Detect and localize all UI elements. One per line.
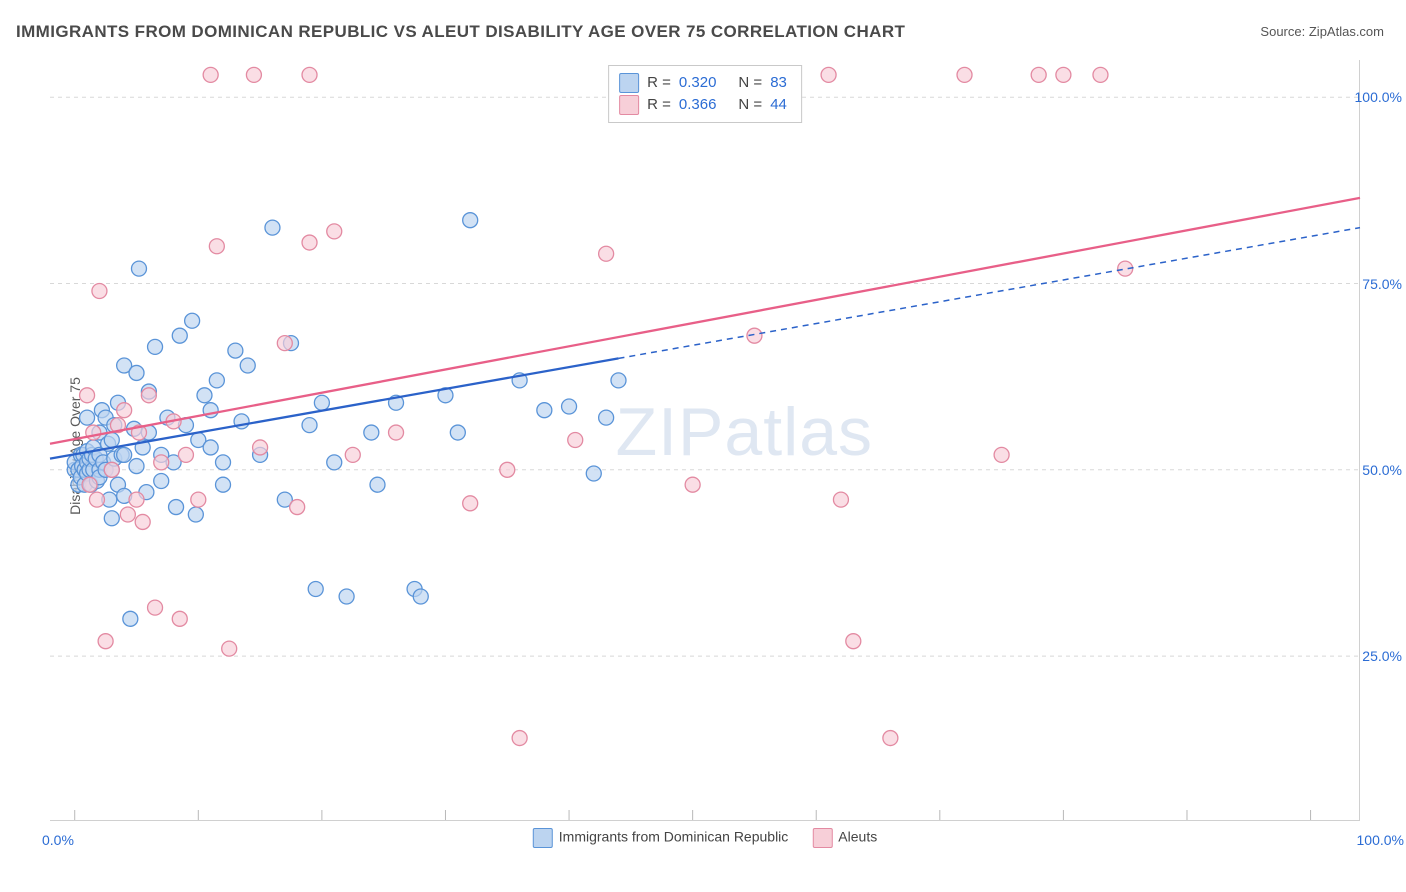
y-tick-label: 75.0% — [1362, 276, 1402, 292]
legend-n-value: 44 — [770, 94, 787, 116]
legend-row-blue: R = 0.320 N = 83 — [619, 72, 787, 94]
legend-r-value: 0.320 — [679, 72, 717, 94]
legend-swatch — [812, 828, 832, 848]
y-tick-label: 100.0% — [1355, 89, 1402, 105]
legend-swatch — [619, 73, 639, 93]
legend-n-value: 83 — [770, 72, 787, 94]
correlation-legend: R = 0.320 N = 83 R = 0.366 N = 44 — [608, 65, 802, 123]
source-attribution: Source: ZipAtlas.com — [1260, 24, 1384, 39]
source-link[interactable]: ZipAtlas.com — [1309, 24, 1384, 39]
source-label: Source: — [1260, 24, 1305, 39]
series-legend-item-blue: Immigrants from Dominican Republic — [533, 828, 789, 848]
chart-plot-area: ZIPatlas R =0.320N =83R =0.366N =44 25.0… — [50, 60, 1360, 821]
legend-r-label: R = — [647, 72, 671, 94]
legend-swatch — [533, 828, 553, 848]
x-axis-max-label: 100.0% — [1357, 832, 1404, 848]
series-legend-item-pink: Aleuts — [812, 828, 877, 848]
y-tick-label: 25.0% — [1362, 648, 1402, 664]
legend-r-label: R = — [647, 94, 671, 116]
x-axis-min-label: 0.0% — [42, 832, 74, 848]
series-legend-label: Aleuts — [838, 829, 877, 845]
legend-row-pink: R = 0.366 N = 44 — [619, 94, 787, 116]
legend-r-value: 0.366 — [679, 94, 717, 116]
legend-swatch — [619, 95, 639, 115]
chart-title: IMMIGRANTS FROM DOMINICAN REPUBLIC VS AL… — [16, 22, 905, 42]
series-legend: Immigrants from Dominican Republic Aleuts — [533, 828, 877, 848]
scatter-svg — [50, 60, 1360, 820]
series-legend-label: Immigrants from Dominican Republic — [559, 829, 789, 845]
y-tick-label: 50.0% — [1362, 462, 1402, 478]
legend-n-label: N = — [738, 94, 762, 116]
legend-n-label: N = — [738, 72, 762, 94]
